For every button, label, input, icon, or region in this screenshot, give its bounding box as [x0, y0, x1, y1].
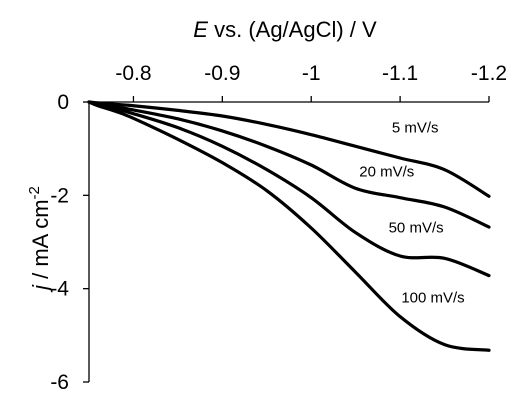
x-axis-title: E vs. (Ag/AgCl) / V	[193, 17, 377, 42]
series-line-2	[87, 100, 491, 278]
series-label: 50 mV/s	[389, 220, 444, 237]
series-line-1	[87, 100, 491, 229]
y-axis-title-symbol: j	[28, 284, 53, 293]
x-axis-title-text: vs. (Ag/AgCl) / V	[208, 17, 377, 42]
y-ticks: 0 -2 -4 -6	[50, 91, 89, 394]
x-tick-label: -0.9	[204, 62, 240, 85]
series-label: 5 mV/s	[392, 119, 439, 136]
x-tick-label: -1	[302, 62, 321, 85]
y-axis-title: j / mA cm-2	[26, 186, 53, 293]
series-line-0	[87, 100, 491, 198]
y-axis-title-superscript: -2	[26, 186, 43, 199]
x-tick-label: -1.2	[471, 62, 507, 85]
series-label: 100 mV/s	[401, 290, 464, 307]
y-tick-label: -4	[50, 278, 69, 301]
series-labels: 5 mV/s 20 mV/s 50 mV/s 100 mV/s	[359, 119, 464, 306]
x-axis-title-symbol: E	[193, 17, 208, 42]
y-tick-label: 0	[57, 91, 69, 114]
series-label: 20 mV/s	[359, 164, 414, 181]
y-axis-title-text: / mA cm	[28, 199, 53, 285]
x-ticks: -0.8 -0.9 -1 -1.1 -1.2	[115, 62, 507, 102]
y-tick-label: -2	[50, 184, 69, 207]
series-curves	[87, 100, 491, 352]
x-tick-label: -1.1	[382, 62, 418, 85]
x-tick-label: -0.8	[115, 62, 151, 85]
series-line-3	[87, 100, 491, 352]
y-tick-label: -6	[50, 371, 69, 394]
